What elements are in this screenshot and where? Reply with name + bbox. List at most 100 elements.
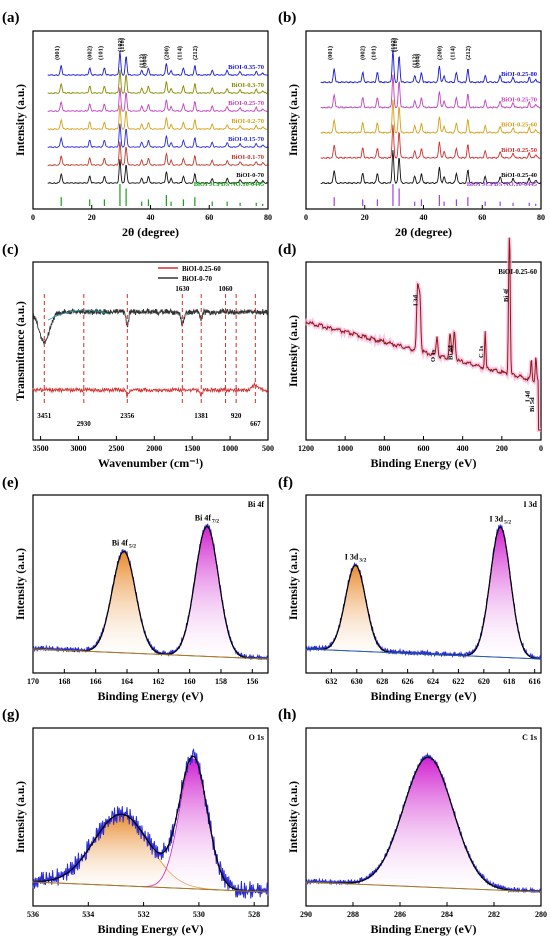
xrd-series-line [320, 150, 541, 185]
chart-title: C 1s [522, 733, 537, 742]
series-label: BiOI-0.15-70 [228, 136, 264, 143]
wavenumber-label: 667 [250, 420, 261, 428]
y-axis-label-a: Intensity (a.u.) [15, 84, 27, 156]
ftir-baseline [47, 309, 109, 321]
x-tick-label-c: 3500 [33, 444, 49, 453]
peak-index-label: (004) [141, 54, 148, 68]
peak-label-main: I 3d [345, 552, 359, 561]
panel-e: (e) 170 168 166 164 162 160 158 156 Binding Energ… [2, 475, 269, 703]
ftir-series-line [32, 381, 269, 398]
series-label: BiOI-0-70 [236, 172, 264, 179]
x-tick-label-g: 532 [138, 910, 150, 919]
xrd-series-line [47, 69, 268, 95]
x-tick-label-f: 622 [452, 677, 464, 686]
plot-frame-h [305, 727, 542, 907]
x-tick-label-f: 630 [351, 677, 363, 686]
legend-label: BiOI-0.25-60 [182, 265, 221, 273]
xrd-series-line [47, 123, 268, 149]
panel-h: (h) 290 288 286 284 282 280 Binding Energy (eV)… [278, 707, 547, 936]
peak-index-label: (212) [192, 46, 199, 60]
x-tick-label-h: 280 [535, 910, 547, 919]
x-tick-label-e: 160 [184, 677, 196, 686]
series-label: BiOI-0.25-60 [501, 122, 537, 129]
peak-index-label: (200) [163, 46, 170, 60]
peak-index-label: (114) [449, 46, 456, 60]
x-tick-label-f: 628 [376, 677, 388, 686]
x-tick-label-h: 288 [347, 910, 359, 919]
plot-frame-g [32, 727, 269, 907]
y-axis-label-f: Intensity (a.u.) [288, 548, 300, 620]
survey-envelope [304, 237, 541, 432]
element-peak-label: Bi 4f [503, 288, 510, 302]
reference-label: BiOI JCPDS NO.10-0445 [194, 181, 265, 188]
x-tick-label-e: 158 [215, 677, 227, 686]
series-label: BiOI-0.25-70 [501, 96, 537, 103]
peak-index-label: (102) [117, 38, 124, 52]
xrd-series-line [47, 159, 268, 185]
x-tick-label-e: 168 [58, 677, 70, 686]
peak-index-label: (001) [54, 46, 61, 60]
wavenumber-label: 1381 [194, 412, 209, 420]
peak-label-sub: 5/2 [129, 543, 136, 549]
peak-label: Bi 4f7/2 [195, 513, 220, 524]
x-tick-label-d: 0 [539, 444, 543, 453]
peak-index-label: (101) [97, 46, 104, 60]
xrd-series-line [47, 51, 268, 77]
y-axis-label-g: Intensity (a.u.) [15, 781, 27, 853]
legend-label: BiOI-0-70 [182, 275, 212, 283]
x-tick-label-b: 40 [420, 213, 428, 222]
x-tick-label-c: 2000 [146, 444, 162, 453]
chart-title: I 3d [523, 500, 537, 509]
peak-index-label: (110) [392, 38, 399, 52]
x-tick-label-h: 290 [300, 910, 312, 919]
peak-index-label: (212) [465, 46, 472, 60]
element-peak-label: O 1s [430, 349, 437, 362]
peak-index-label: (002) [87, 46, 94, 60]
series-label: BiOI-0.35-70 [228, 64, 264, 71]
peak-index-label: (101) [370, 46, 377, 60]
peak-index-label: (102) [390, 38, 397, 52]
fitted-peak-area [32, 525, 269, 660]
xrd-series-line [320, 74, 541, 109]
wavenumber-label: 920 [231, 412, 242, 420]
panel-d: (d) 1200 1000 800 600 400 200 0 Binding Energy (… [278, 237, 543, 470]
wavenumber-label: 2356 [120, 412, 135, 420]
x-tick-label-h: 284 [441, 910, 453, 919]
peak-label-main: I 3d [490, 514, 504, 523]
xrd-series-line [320, 99, 541, 134]
element-peak-label: I 4d [524, 391, 531, 402]
x-tick-label-f: 620 [478, 677, 490, 686]
x-tick-label-c: 1000 [222, 444, 238, 453]
peak-index-label: (110) [119, 38, 126, 52]
x-tick-label-g: 536 [27, 910, 39, 919]
element-peak-label: Bi 4d [447, 345, 454, 360]
peak-label: I 3d3/2 [345, 552, 367, 563]
x-axis-label-c: Wavenumber (cm⁻¹) [98, 456, 203, 470]
x-tick-label-g: 528 [248, 910, 260, 919]
x-tick-label-d: 600 [418, 444, 430, 453]
panel-c: (c) 3500 3000 2500 2000 1500 1000 500 Wavenumber… [2, 242, 274, 470]
y-axis-label-h: Intensity (a.u.) [288, 781, 300, 853]
x-tick-label-h: 286 [394, 910, 406, 919]
x-tick-label-b: 20 [361, 213, 369, 222]
panel-label-g: (g) [2, 707, 20, 723]
panel-label-h: (h) [278, 707, 296, 723]
panel-label-b: (b) [278, 10, 296, 26]
peak-index-label: (004) [414, 54, 421, 68]
series-label: BiOI-0.3-70 [231, 82, 264, 89]
peak-index-label: (001) [327, 46, 334, 60]
x-tick-label-c: 1500 [184, 444, 200, 453]
ftir-series-line [32, 307, 269, 346]
x-tick-label-b: 80 [537, 213, 545, 222]
x-tick-label-b: 60 [478, 213, 486, 222]
plot-frame-e [32, 494, 269, 674]
x-tick-label-c: 500 [262, 444, 274, 453]
xrd-series-line [47, 105, 268, 131]
xrd-series-line [47, 87, 268, 113]
y-axis-label-c: Transmittance (a.u.) [15, 301, 27, 401]
x-axis-label-e: Binding Energy (eV) [97, 689, 203, 703]
x-tick-label-e: 166 [90, 677, 102, 686]
element-peak-label: Bi 5d [529, 397, 536, 412]
series-label: BiOI-0.25-80 [501, 71, 537, 78]
x-axis-label-h: Binding Energy (eV) [370, 922, 476, 936]
